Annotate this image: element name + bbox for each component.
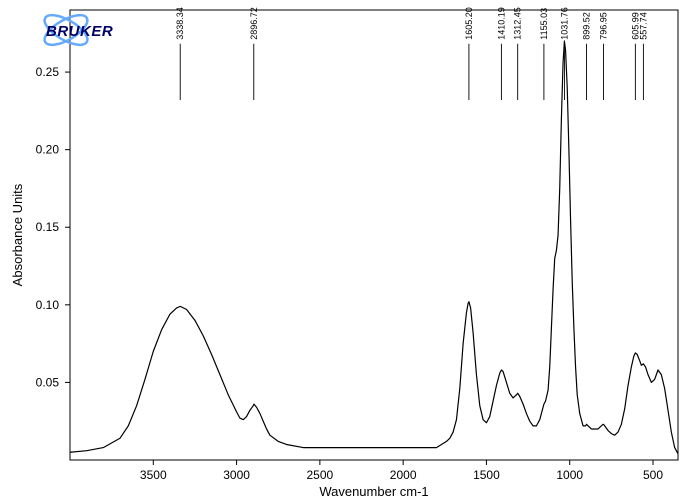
peak-label: 1410.19 <box>496 7 506 40</box>
peak-label: 557.74 <box>638 12 648 40</box>
y-tick-label: 0.20 <box>36 143 60 157</box>
bruker-logo: BRUKER <box>40 10 130 50</box>
x-tick-label: 3500 <box>140 468 167 482</box>
peak-label: 1031.76 <box>559 7 569 40</box>
y-axis-label: Absorbance Units <box>10 183 25 286</box>
peak-label: 899.52 <box>581 12 591 40</box>
y-tick-label: 0.25 <box>36 65 60 79</box>
peak-label: 1312.45 <box>513 7 523 40</box>
peak-label: 796.95 <box>599 12 609 40</box>
x-tick-label: 3000 <box>223 468 250 482</box>
x-tick-label: 2000 <box>390 468 417 482</box>
peak-label: 1155.03 <box>539 8 549 40</box>
x-tick-label: 1000 <box>556 468 583 482</box>
peak-label: 3338.34 <box>175 7 185 40</box>
x-tick-label: 500 <box>643 468 663 482</box>
spectrum-line <box>70 41 678 454</box>
y-tick-label: 0.15 <box>36 220 60 234</box>
y-tick-label: 0.10 <box>36 298 60 312</box>
y-tick-label: 0.05 <box>36 375 60 389</box>
bruker-logo-text: BRUKER <box>46 23 113 40</box>
peak-label: 1605.20 <box>464 7 474 40</box>
ir-spectrum-chart: 3500 3000 2500 2000 1500 1000 500 0.05 0.10 0.15 0… <box>0 0 698 500</box>
x-tick-label: 2500 <box>307 468 334 482</box>
peak-label: 2896.72 <box>249 7 259 40</box>
x-tick-label: 1500 <box>473 468 500 482</box>
x-axis-label: Wavenumber cm-1 <box>319 484 428 499</box>
